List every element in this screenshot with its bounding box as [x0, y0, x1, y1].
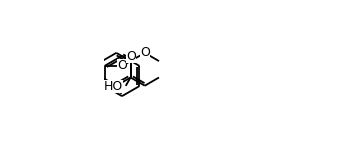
Text: O: O [126, 50, 136, 63]
Text: HO: HO [104, 80, 123, 93]
Text: O: O [140, 46, 150, 59]
Text: O: O [117, 59, 127, 72]
